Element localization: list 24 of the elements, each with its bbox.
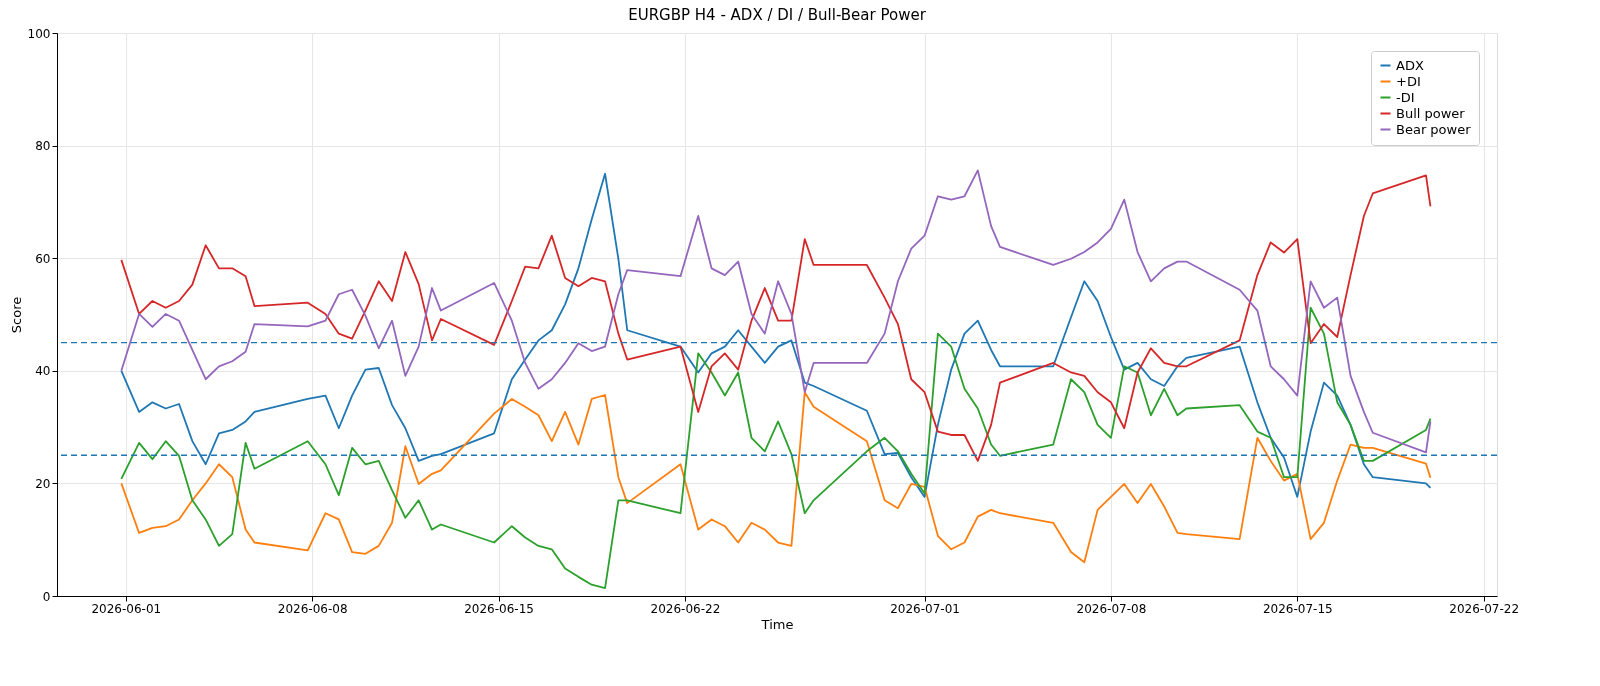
legend-label: Bull power xyxy=(1396,105,1466,121)
x-tick-label: 2026-07-15 xyxy=(1262,601,1333,616)
line-series xyxy=(120,306,1432,590)
x-axis-title: Time xyxy=(760,616,794,632)
y-tick-label: 60 xyxy=(35,251,51,266)
y-tick-label: 80 xyxy=(35,139,51,154)
legend-label: ADX xyxy=(1396,57,1424,73)
y-tick-label: 0 xyxy=(42,589,51,604)
y-tick-label: 40 xyxy=(35,364,51,379)
chart-title: EURGBP H4 - ADX / DI / Bull-Bear Power xyxy=(628,6,927,24)
line-series xyxy=(120,391,1432,564)
x-tick-label: 2026-07-22 xyxy=(1449,601,1520,616)
x-tick-label: 2026-07-01 xyxy=(890,601,960,616)
y-tick-label: 20 xyxy=(35,476,51,491)
legend-label: -DI xyxy=(1396,89,1415,105)
x-tick-label: 2026-06-15 xyxy=(464,601,534,616)
legend-label: Bear power xyxy=(1396,121,1472,137)
x-tick-label: 2026-06-08 xyxy=(277,601,348,616)
y-axis-title: Score xyxy=(8,296,24,334)
y-tick-label: 100 xyxy=(27,26,51,41)
legend-label: +DI xyxy=(1396,73,1421,89)
x-tick-label: 2026-06-22 xyxy=(650,601,721,616)
x-tick-label: 2026-07-08 xyxy=(1076,601,1147,616)
x-tick-label: 2026-06-01 xyxy=(91,601,162,616)
